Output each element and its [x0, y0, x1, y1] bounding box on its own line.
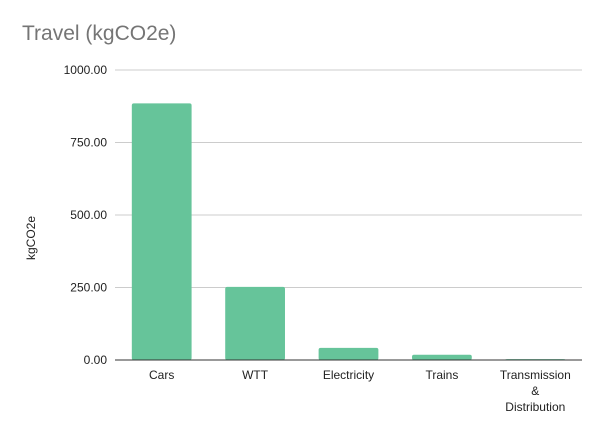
- x-tick-label: Transmission & Distribution: [500, 368, 571, 414]
- y-tick-label: 0.00: [84, 353, 108, 367]
- bars: [131, 103, 566, 361]
- bar-trains: [412, 354, 472, 360]
- x-tick-label: Cars: [149, 368, 174, 382]
- gridlines: [115, 69, 582, 288]
- y-axis-label: kgCO2e: [24, 216, 38, 260]
- chart-title: Travel (kgCO2e): [22, 22, 177, 45]
- y-tick-label: 500.00: [70, 208, 107, 222]
- tick-labels: 0.00 250.00 500.00 750.00 1000.00 Cars WTT Elec…: [64, 63, 571, 414]
- x-tick-label: Trains: [425, 368, 458, 382]
- x-tick-label: Electricity: [323, 368, 374, 382]
- x-tick-label: WTT: [242, 368, 269, 382]
- bar-electricity: [318, 347, 379, 360]
- bar-cars: [131, 103, 192, 360]
- y-tick-label: 1000.00: [64, 63, 108, 77]
- bar-wtt: [225, 286, 285, 360]
- y-tick-label: 750.00: [70, 136, 107, 150]
- y-tick-label: 250.00: [70, 281, 107, 295]
